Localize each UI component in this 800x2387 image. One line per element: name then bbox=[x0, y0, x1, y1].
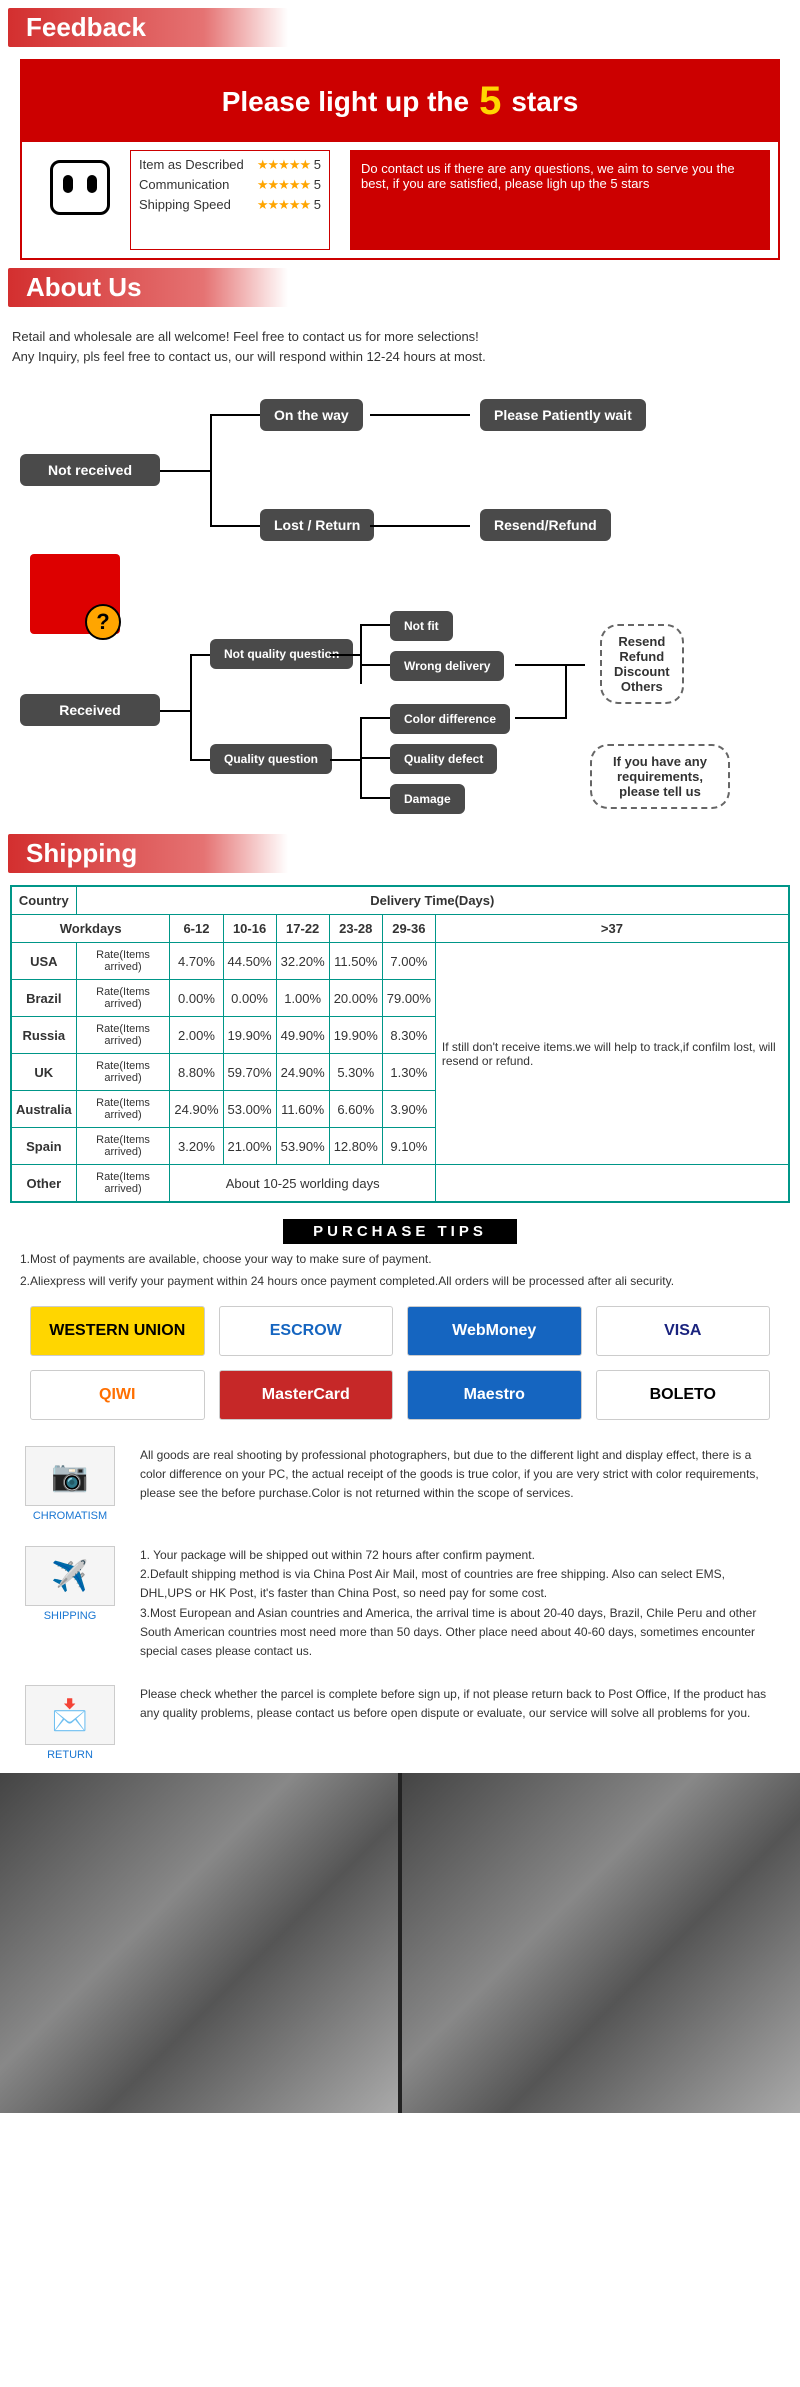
plane-icon: ✈️ bbox=[25, 1546, 115, 1606]
about-intro: Retail and wholesale are all welcome! Fe… bbox=[0, 319, 800, 374]
feedback-banner: Please light up the 5 stars Item as Desc… bbox=[20, 59, 780, 260]
info-return: 📩 RETURN Please check whether the parcel… bbox=[0, 1673, 800, 1773]
return-icon: 📩 bbox=[25, 1685, 115, 1745]
table-row: USARate(Items arrived)4.70%44.50%32.20%1… bbox=[11, 943, 789, 980]
payment-logo: Maestro bbox=[407, 1370, 582, 1420]
banner-headline: Please light up the 5 stars bbox=[22, 61, 778, 142]
flow-not-received: Not received bbox=[20, 454, 160, 486]
payment-logo: BOLETO bbox=[596, 1370, 771, 1420]
robot-icon bbox=[30, 150, 130, 250]
flow-color-diff: Color difference bbox=[390, 704, 510, 734]
question-icon: ? bbox=[85, 604, 121, 640]
store-photo bbox=[0, 1773, 800, 2113]
banner-text-a: Please light up the bbox=[222, 86, 469, 118]
flow-wrong-delivery: Wrong delivery bbox=[390, 651, 504, 681]
shipping-table: Country Delivery Time(Days) Workdays 6-1… bbox=[10, 885, 790, 1203]
banner-text-c: stars bbox=[511, 86, 578, 118]
rating-row: Communication★★★★★ 5 bbox=[139, 175, 321, 195]
payment-logo: VISA bbox=[596, 1306, 771, 1356]
banner-5: 5 bbox=[479, 79, 501, 124]
cloud-requirements: If you have any requirements, please tel… bbox=[590, 744, 730, 809]
contact-box: Do contact us if there are any questions… bbox=[350, 150, 770, 250]
rating-row: Shipping Speed★★★★★ 5 bbox=[139, 195, 321, 215]
flow-received: Received bbox=[20, 694, 160, 726]
flow-resend-refund: Resend/Refund bbox=[480, 509, 611, 541]
purchase-tips-header: PURCHASE TIPS bbox=[0, 1223, 800, 1240]
row-other: Other bbox=[11, 1165, 76, 1203]
flow-lost-return: Lost / Return bbox=[260, 509, 374, 541]
flowchart: Not received On the way Please Patiently… bbox=[10, 384, 790, 824]
section-header-about: About Us bbox=[8, 268, 288, 307]
flow-on-the-way: On the way bbox=[260, 399, 363, 431]
info-shipping: ✈️ SHIPPING 1. Your package will be ship… bbox=[0, 1534, 800, 1673]
rating-row: Item as Described★★★★★ 5 bbox=[139, 155, 321, 175]
tip-1: 1.Most of payments are available, choose… bbox=[0, 1248, 800, 1270]
section-header-shipping: Shipping bbox=[8, 834, 288, 873]
flow-quality: Quality question bbox=[210, 744, 332, 774]
tip-2: 2.Aliexpress will verify your payment wi… bbox=[0, 1270, 800, 1292]
th-workdays: Workdays bbox=[11, 915, 170, 943]
cloud-resend: Resend Refund Discount Others bbox=[600, 624, 684, 704]
other-note: About 10-25 worlding days bbox=[170, 1165, 435, 1203]
section-header-feedback: Feedback bbox=[8, 8, 288, 47]
payment-logo: WESTERN UNION bbox=[30, 1306, 205, 1356]
payment-logo: ESCROW bbox=[219, 1306, 394, 1356]
flow-please-wait: Please Patiently wait bbox=[480, 399, 646, 431]
payment-logo: MasterCard bbox=[219, 1370, 394, 1420]
ratings-box: Item as Described★★★★★ 5 Communication★★… bbox=[130, 150, 330, 250]
flow-quality-defect: Quality defect bbox=[390, 744, 497, 774]
payment-grid: WESTERN UNION ESCROW WebMoney VISA QIWI Maste… bbox=[0, 1292, 800, 1434]
camera-icon: 📷 bbox=[25, 1446, 115, 1506]
payment-logo: QIWI bbox=[30, 1370, 205, 1420]
th-country: Country bbox=[11, 886, 76, 915]
th-delivery: Delivery Time(Days) bbox=[76, 886, 789, 915]
flow-not-fit: Not fit bbox=[390, 611, 453, 641]
info-chromatism: 📷 CHROMATISM All goods are real shooting… bbox=[0, 1434, 800, 1534]
flow-damage: Damage bbox=[390, 784, 465, 814]
payment-logo: WebMoney bbox=[407, 1306, 582, 1356]
